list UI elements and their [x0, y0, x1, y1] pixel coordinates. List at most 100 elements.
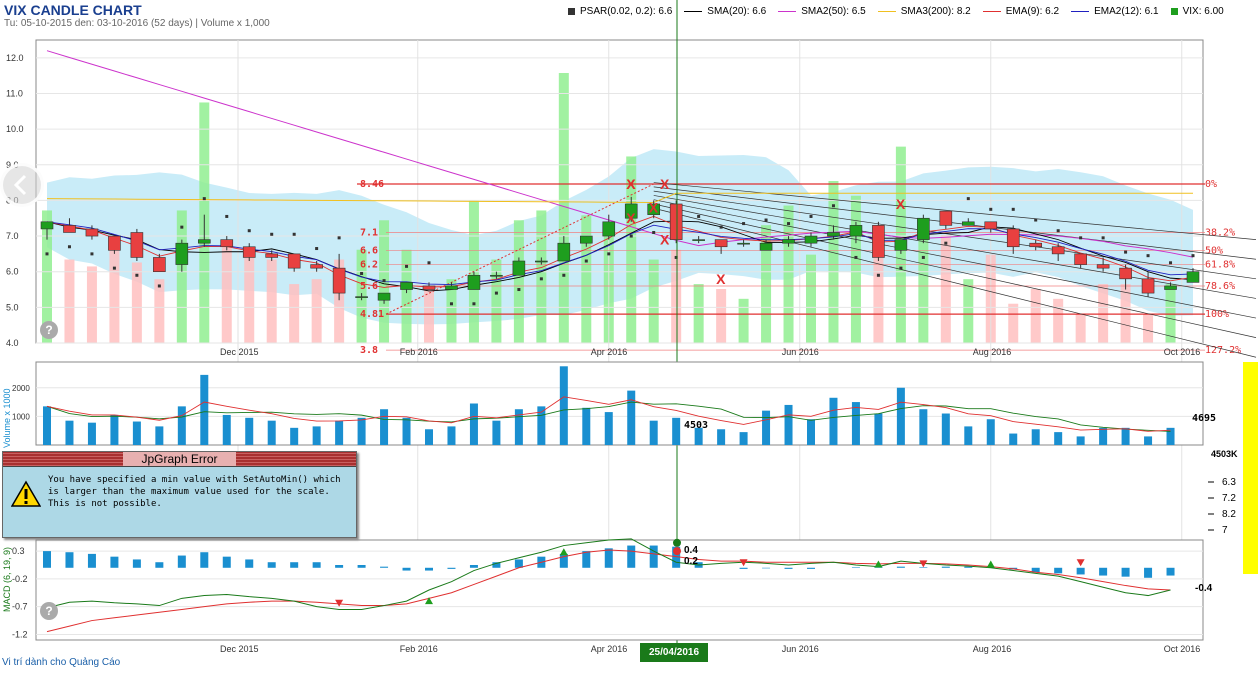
previous-chart-button[interactable] — [0, 163, 44, 207]
candle-down — [63, 225, 76, 233]
candle-down — [287, 253, 301, 269]
price-volume-overlay-bar — [244, 249, 255, 343]
price-volume-overlay-bar — [289, 284, 300, 343]
volume-bar — [1099, 427, 1108, 445]
candle-down — [939, 210, 953, 226]
candle-down — [310, 264, 323, 269]
psar-dot — [449, 302, 453, 306]
psar-dot — [1011, 207, 1015, 211]
fib-level-label: 78.6% — [1205, 281, 1235, 292]
candle-down — [1029, 242, 1043, 248]
psar-dot — [652, 230, 656, 234]
candle-up — [490, 274, 503, 277]
price-x-tick-label: Jun 2016 — [782, 347, 819, 357]
fib-value-label: 3.8 — [360, 345, 378, 356]
psar-dot — [157, 284, 161, 288]
psar-dot — [292, 232, 296, 236]
candle-down — [153, 257, 166, 273]
signal-crosshair-value: 0.2 — [684, 556, 698, 567]
fib-value-label: 5.6 — [360, 281, 378, 292]
sell-signal-marker: X — [896, 196, 906, 212]
macd-crosshair-dot — [673, 538, 681, 547]
candle-down — [1119, 267, 1132, 280]
price-x-tick-label: Feb 2016 — [400, 347, 438, 357]
macd-histogram-bar — [110, 556, 119, 568]
side-scale-label: 8.2 — [1222, 509, 1236, 520]
sell-signal-marker: X — [626, 176, 636, 192]
error-dialog-header: JpGraph Error — [3, 452, 356, 467]
price-volume-overlay-bar — [109, 239, 120, 343]
macd-histogram-bar — [762, 567, 771, 569]
volume-bar — [694, 427, 703, 445]
legend-item: SMA2(50): 6.5 — [778, 6, 866, 17]
candle-down — [872, 225, 885, 258]
fib-fan-line — [653, 203, 1257, 338]
macd-histogram-bar — [1166, 567, 1175, 576]
psar-dot — [899, 266, 903, 270]
macd-y-tick-label: -0.7 — [12, 602, 28, 612]
macd-histogram-bar — [739, 567, 748, 569]
price-volume-overlay-bar — [424, 289, 434, 343]
macd-histogram-bar — [312, 562, 321, 568]
volume-ma-fast-line — [46, 396, 1171, 432]
psar-dot — [90, 252, 94, 256]
candle-up — [961, 221, 975, 226]
psar-dot — [809, 214, 813, 218]
macd-histogram-bar — [222, 556, 231, 568]
psar-dot — [1101, 236, 1105, 240]
psar-dot — [539, 277, 543, 281]
side-value-panel — [1243, 362, 1258, 574]
psar-dot — [719, 225, 723, 229]
psar-dot — [1034, 218, 1038, 222]
volume-crosshair-value: 4503 — [684, 420, 708, 431]
volume-bar — [222, 414, 231, 445]
macd-histogram-bar — [245, 559, 254, 568]
volume-bar — [43, 406, 51, 445]
price-volume-overlay-bar — [266, 259, 277, 343]
legend-swatch — [982, 10, 1001, 12]
price-x-tick-label: Aug 2016 — [973, 347, 1012, 357]
price-volume-overlay-bar — [513, 220, 524, 343]
volume-bar — [335, 420, 344, 445]
psar-dot — [135, 273, 139, 277]
volume-bar — [896, 387, 905, 445]
volume-bar — [649, 420, 658, 445]
price-y-tick-label: 5.0 — [6, 302, 19, 312]
legend-swatch — [568, 7, 575, 15]
macd-sell-marker — [739, 559, 748, 567]
volume-bar — [245, 417, 254, 445]
volume-bar — [155, 426, 164, 445]
candle-up — [400, 282, 413, 290]
help-icon[interactable]: ? — [40, 321, 58, 339]
signal-crosshair-dot — [673, 547, 681, 556]
candle-up — [175, 242, 189, 265]
psar-dot — [742, 222, 746, 226]
macd-help-icon[interactable]: ? — [40, 602, 58, 620]
psar-dot — [697, 214, 701, 218]
psar-dot — [921, 255, 925, 259]
macd-buy-marker — [559, 548, 568, 556]
legend-item: PSAR(0.02, 0.2): 6.6 — [568, 6, 672, 17]
psar-dot — [629, 234, 633, 238]
ad-placeholder-link[interactable]: Vi trí dành cho Quảng Cáo — [2, 657, 121, 668]
candle-up — [445, 285, 458, 290]
price-y-tick-label: 12.0 — [6, 53, 24, 63]
volume-bar — [941, 413, 950, 445]
volume-bar — [380, 409, 389, 445]
legend-label: VIX: 6.00 — [1182, 5, 1224, 17]
psar-dot — [472, 302, 476, 306]
sma200-line — [46, 192, 1193, 203]
macd-histogram-bar — [514, 559, 523, 568]
candle-up — [917, 217, 930, 240]
price-volume-overlay-bar — [176, 210, 187, 343]
fib-fan-line — [653, 207, 1257, 358]
macd-histogram-bar — [807, 567, 815, 569]
candle-up — [40, 221, 54, 230]
side-scale-label: 7.2 — [1222, 493, 1236, 504]
candle-up — [782, 239, 795, 244]
macd-x-tick-label: Dec 2015 — [220, 644, 259, 654]
price-volume-overlay-bar — [828, 181, 839, 343]
psar-dot — [1056, 229, 1060, 233]
side-scale-label: 7 — [1222, 525, 1228, 536]
